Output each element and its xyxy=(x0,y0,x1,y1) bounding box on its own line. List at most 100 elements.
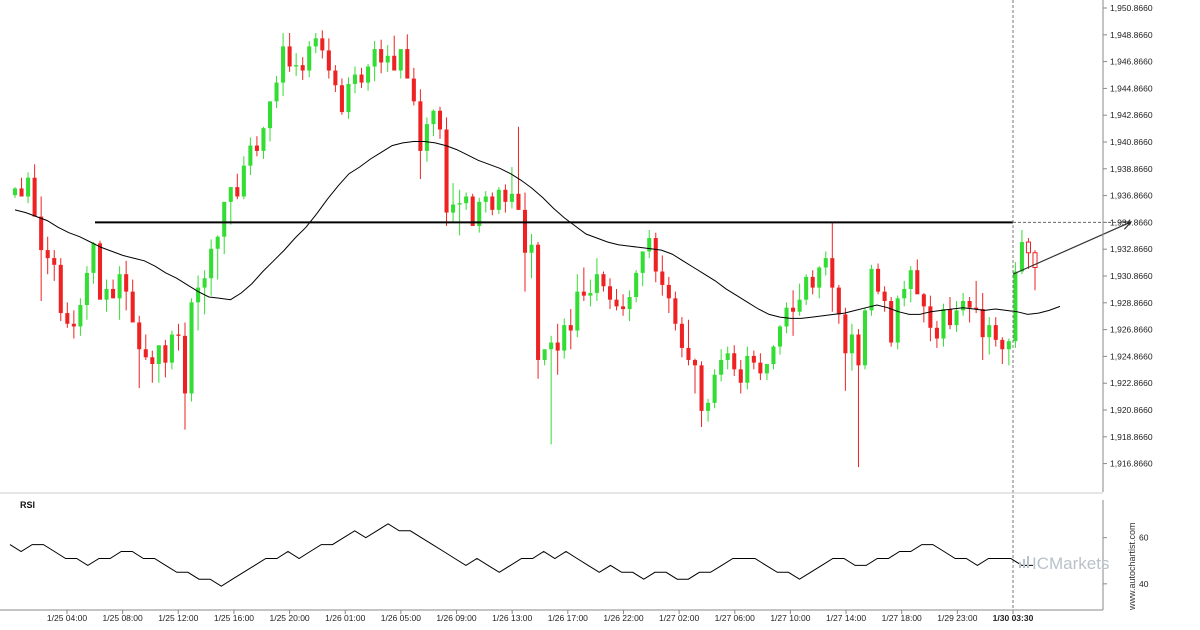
candle xyxy=(706,398,711,422)
candle xyxy=(267,101,273,142)
candle-body xyxy=(745,355,750,383)
candle-body xyxy=(1019,242,1024,272)
candle-body xyxy=(137,322,142,350)
candle xyxy=(947,296,953,330)
candle-body xyxy=(267,101,273,129)
candle xyxy=(359,67,364,88)
candle-body xyxy=(784,307,789,327)
candle-body xyxy=(758,362,763,374)
candle xyxy=(902,280,907,307)
candle xyxy=(522,192,528,292)
candle-body xyxy=(980,309,985,338)
candle xyxy=(457,189,462,236)
candle-body xyxy=(496,189,501,210)
price-tick-label: 1,934.8660 xyxy=(1110,217,1153,227)
candle-body xyxy=(52,258,57,265)
candle-body xyxy=(254,145,259,151)
candle-body xyxy=(830,258,835,288)
candle xyxy=(39,196,44,302)
candle xyxy=(974,280,979,314)
candle-body xyxy=(483,196,488,202)
candle xyxy=(248,137,253,176)
candle xyxy=(941,303,946,347)
time-tick-label: 1/27 14:00 xyxy=(826,613,866,623)
time-tick-label: 1/25 04:00 xyxy=(47,613,87,623)
candle-body xyxy=(359,74,364,83)
candle-body xyxy=(78,305,83,327)
candle-body xyxy=(686,347,691,360)
candle-body xyxy=(451,204,456,213)
price-tick-label: 1,944.8660 xyxy=(1110,83,1153,93)
candle xyxy=(542,349,547,366)
candle xyxy=(882,286,887,312)
candle xyxy=(588,279,593,307)
candle-body xyxy=(163,345,168,363)
time-tick-label: 1/25 20:00 xyxy=(269,613,309,623)
candle xyxy=(451,183,456,222)
candle-body xyxy=(111,288,116,299)
candle xyxy=(326,38,331,79)
candle-body xyxy=(889,301,894,343)
candle xyxy=(104,279,109,312)
candle-body xyxy=(274,82,279,102)
candle xyxy=(169,330,174,370)
candle xyxy=(209,239,214,296)
time-tick-label: 1/25 08:00 xyxy=(103,613,143,623)
candle xyxy=(967,296,972,323)
candle xyxy=(823,251,828,276)
main-plot xyxy=(12,0,1133,610)
candle xyxy=(673,291,678,331)
price-tick-label: 1,932.8660 xyxy=(1110,244,1153,254)
candle-body xyxy=(601,274,606,287)
time-tick-label: 1/26 09:00 xyxy=(436,613,476,623)
candle xyxy=(921,292,926,323)
candle xyxy=(594,258,599,302)
candle xyxy=(202,270,207,315)
candle-body xyxy=(791,307,796,312)
candle xyxy=(78,298,83,336)
candle xyxy=(352,66,358,94)
candle xyxy=(1006,338,1011,366)
candle-body xyxy=(719,359,724,375)
candle-body xyxy=(477,201,482,226)
price-tick-label: 1,926.8660 xyxy=(1110,325,1153,335)
time-tick-label: 1/26 17:00 xyxy=(548,613,588,623)
candle xyxy=(222,201,227,255)
candle xyxy=(235,173,240,200)
candle xyxy=(424,117,429,162)
candle-body xyxy=(405,49,410,79)
candle-body xyxy=(699,365,704,411)
candle xyxy=(241,156,246,200)
candle xyxy=(640,251,645,287)
candle xyxy=(732,345,737,377)
candle-body xyxy=(333,70,338,86)
candle xyxy=(993,317,998,347)
candle-body xyxy=(1000,339,1005,350)
candle xyxy=(58,258,63,322)
candle-body xyxy=(555,342,560,351)
candle-body xyxy=(91,243,96,273)
candle-body xyxy=(366,66,371,83)
candle-body xyxy=(437,110,443,130)
candle xyxy=(130,279,135,323)
candle xyxy=(614,288,619,311)
watermark: www.autochartist.com xyxy=(1127,522,1137,611)
candle xyxy=(536,242,541,379)
candle-body xyxy=(692,359,698,366)
candle-body xyxy=(58,264,63,314)
candle-body xyxy=(235,187,240,197)
candle xyxy=(26,172,31,204)
candle-body xyxy=(902,288,907,299)
candle xyxy=(411,67,416,106)
candle xyxy=(52,250,57,281)
candle-body xyxy=(961,301,966,311)
candle-body xyxy=(987,325,992,338)
candle-body xyxy=(222,201,227,237)
time-tick-label: 1/26 13:00 xyxy=(492,613,532,623)
candle xyxy=(634,270,639,303)
candle-body xyxy=(627,296,632,310)
candle xyxy=(156,345,161,383)
candle xyxy=(117,266,122,320)
candle-body xyxy=(196,287,201,303)
